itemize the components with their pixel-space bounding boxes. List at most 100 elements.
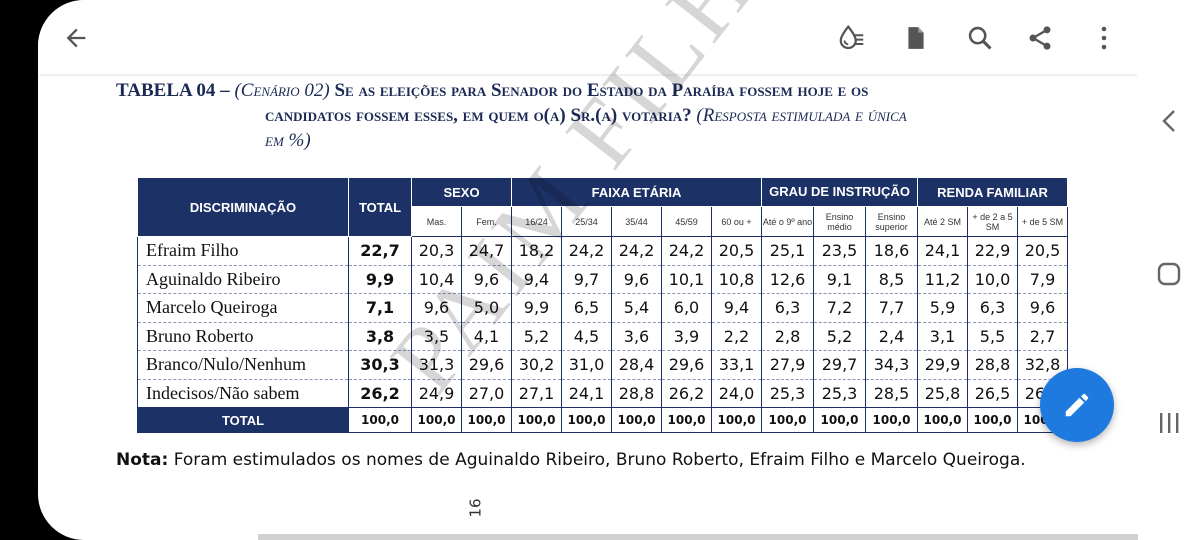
row-value: 27,0 [461,379,512,408]
row-value: 3,1 [917,322,968,351]
header-total: TOTAL [348,177,412,237]
table-row: Branco/Nulo/Nenhum 30,3 31,3 29,6 30,2 31,0 28… [137,350,1068,380]
row-value: 24,7 [461,236,512,266]
row-value: 20,5 [1017,236,1068,266]
app-bar [38,0,1138,74]
reading-mode-button[interactable] [834,20,870,56]
row-value: 9,4 [511,265,562,294]
subheader-cell: + de 5 SM [1017,206,1069,237]
row-label: Marcelo Queiroga [137,293,349,323]
more-options-button[interactable] [1086,20,1122,56]
row-value: 34,3 [865,350,918,380]
row-value: 7,9 [1017,265,1068,294]
total-row-value: 100,0 [511,407,562,433]
row-value: 24,0 [710,379,762,408]
row-value: 9,6 [1017,293,1068,323]
row-value: 18,6 [865,236,918,266]
row-total: 3,8 [348,322,412,351]
table-row: Efraim Filho 22,7 20,3 24,7 18,2 24,2 24,2 24,2… [137,236,1068,266]
table-row: Bruno Roberto 3,8 3,5 4,1 5,2 4,5 3,6 3,9 2,2 2,8… [137,322,1068,351]
pencil-icon [1065,393,1089,417]
search-icon [968,26,992,50]
row-value: 6,0 [661,293,712,323]
row-value: 3,5 [411,322,462,351]
row-value: 4,1 [461,322,512,351]
row-value: 24,2 [611,236,662,266]
title-line2-italic: (Resposta estimulada e única [696,105,907,126]
nav-home-button[interactable] [1138,262,1200,286]
share-button[interactable] [1022,20,1058,56]
search-button[interactable] [962,20,998,56]
table-row: Aguinaldo Ribeiro 9,9 10,4 9,6 9,4 9,7 9,6 10,1… [137,265,1068,294]
phone-screen: TABELA 04 – (Cenário 02) Se as eleições … [38,0,1138,540]
row-value: 9,9 [511,293,562,323]
row-value: 5,9 [917,293,968,323]
table-note: Nota: Foram estimulados os nomes de Agui… [116,450,1026,470]
header-renda-familiar: RENDA FAMILIAR [917,177,1069,207]
row-total: 26,2 [348,379,412,408]
row-value: 5,4 [611,293,662,323]
row-total: 22,7 [348,236,412,266]
table-title: TABELA 04 – (Cenário 02) Se as eleições … [116,78,1106,153]
title-line2: candidatos fossem esses, em quem o(a) Sr… [265,105,692,126]
row-value: 33,1 [710,350,762,380]
row-value: 6,3 [967,293,1018,323]
row-value: 20,5 [710,236,762,266]
row-label: Indecisos/Não sabem [137,379,349,408]
subheader-cell: 25/34 [561,206,612,237]
row-value: 30,2 [511,350,562,380]
row-value: 2,2 [710,322,762,351]
row-value: 7,2 [813,293,866,323]
row-value: 7,7 [865,293,918,323]
row-value: 25,1 [761,236,814,266]
title-prefix: TABELA 04 – [116,80,230,101]
row-value: 25,3 [813,379,866,408]
nav-recents-button[interactable] [1138,412,1200,434]
recents-lines-icon [1160,413,1179,433]
total-row-value: 100,0 [611,407,662,433]
row-value: 3,6 [611,322,662,351]
document-page: TABELA 04 – (Cenário 02) Se as eleições … [38,0,1138,540]
row-value: 31,3 [411,350,462,380]
row-value: 10,1 [661,265,712,294]
subheader-cell: 60 ou + [710,206,763,237]
row-value: 4,5 [561,322,612,351]
chevron-left-icon [1162,110,1175,132]
nav-back-button[interactable] [1138,108,1200,134]
subheader-cell: Mas. [411,206,462,237]
table-row: Indecisos/Não sabem 26,2 24,9 27,0 27,1 24,1 2… [137,379,1068,408]
row-value: 11,2 [917,265,968,294]
row-value: 2,8 [761,322,814,351]
row-value: 3,9 [661,322,712,351]
row-total: 30,3 [348,350,412,380]
back-button[interactable] [58,20,94,56]
row-value: 22,9 [967,236,1018,266]
row-value: 29,6 [461,350,512,380]
scroll-indicator [258,534,1138,540]
header-faixa-etaria: FAIXA ETÁRIA [510,177,763,207]
row-label: Efraim Filho [137,236,349,266]
file-icon [908,27,924,49]
total-row-value: 100,0 [917,407,969,433]
row-value: 10,0 [967,265,1018,294]
row-value: 29,7 [813,350,866,380]
title-scenario: (Cenário 02) [234,80,330,101]
header-discriminacao: DISCRIMINAÇÃO [137,177,349,237]
row-value: 10,4 [411,265,462,294]
row-total: 7,1 [348,293,412,323]
row-value: 28,5 [865,379,918,408]
total-row-value: 100,0 [761,407,815,433]
row-value: 29,9 [917,350,968,380]
page-number: 16 [466,498,485,518]
row-value: 23,5 [813,236,866,266]
edit-fab-button[interactable] [1040,368,1114,442]
file-info-button[interactable] [898,20,934,56]
header-grau-instrucao: GRAU DE INSTRUÇÃO [761,177,919,207]
row-value: 28,4 [611,350,662,380]
table-row: Marcelo Queiroga 7,1 9,6 5,0 9,9 6,5 5,4 6,0 9,4… [137,293,1068,323]
row-total: 9,9 [348,265,412,294]
row-value: 18,2 [511,236,562,266]
subheader-cell: Até 2 SM [917,206,969,237]
note-text: Foram estimulados os nomes de Aguinaldo … [173,450,1026,470]
row-value: 9,6 [411,293,462,323]
